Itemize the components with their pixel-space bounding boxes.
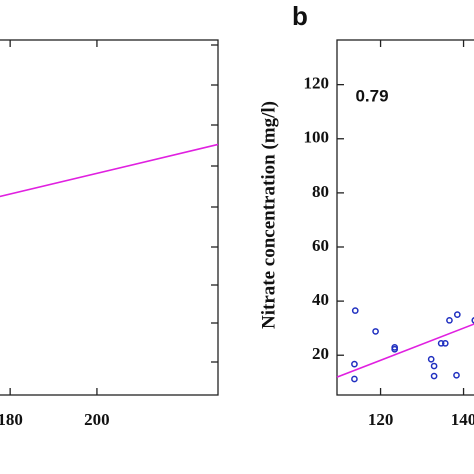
x-tick-label: 140 [451, 410, 474, 429]
data-point [453, 311, 461, 318]
data-point [441, 339, 449, 347]
data-point [430, 362, 438, 370]
x-tick-label: 180 [0, 410, 23, 429]
x-tick-label: 200 [84, 410, 110, 429]
fit-line [336, 323, 474, 378]
annotation: 0.79 [355, 86, 388, 105]
y-tick-label: 100 [304, 128, 330, 147]
data-point [446, 316, 453, 324]
y-tick-label: 20 [312, 344, 329, 363]
y-tick-label: 120 [304, 74, 330, 93]
panel-label: b [292, 1, 308, 31]
data-point [391, 345, 399, 353]
data-point [427, 355, 435, 363]
x-tick-label: 120 [368, 410, 394, 429]
y-tick-label: 80 [312, 182, 329, 201]
data-point [351, 360, 358, 368]
trend-line [0, 143, 219, 198]
data-point [453, 371, 460, 379]
data-point [351, 375, 358, 383]
data-point [372, 328, 379, 335]
plot-frame [336, 39, 474, 396]
y-tick-label: 40 [312, 290, 329, 309]
data-point [437, 339, 445, 347]
y-axis-label: Nitrate concentration (mg/l) [258, 101, 279, 329]
data-point [471, 317, 474, 324]
data-point [351, 307, 359, 314]
plot-frame [0, 39, 219, 396]
y-tick-label: 60 [312, 236, 329, 255]
data-point [430, 372, 438, 380]
